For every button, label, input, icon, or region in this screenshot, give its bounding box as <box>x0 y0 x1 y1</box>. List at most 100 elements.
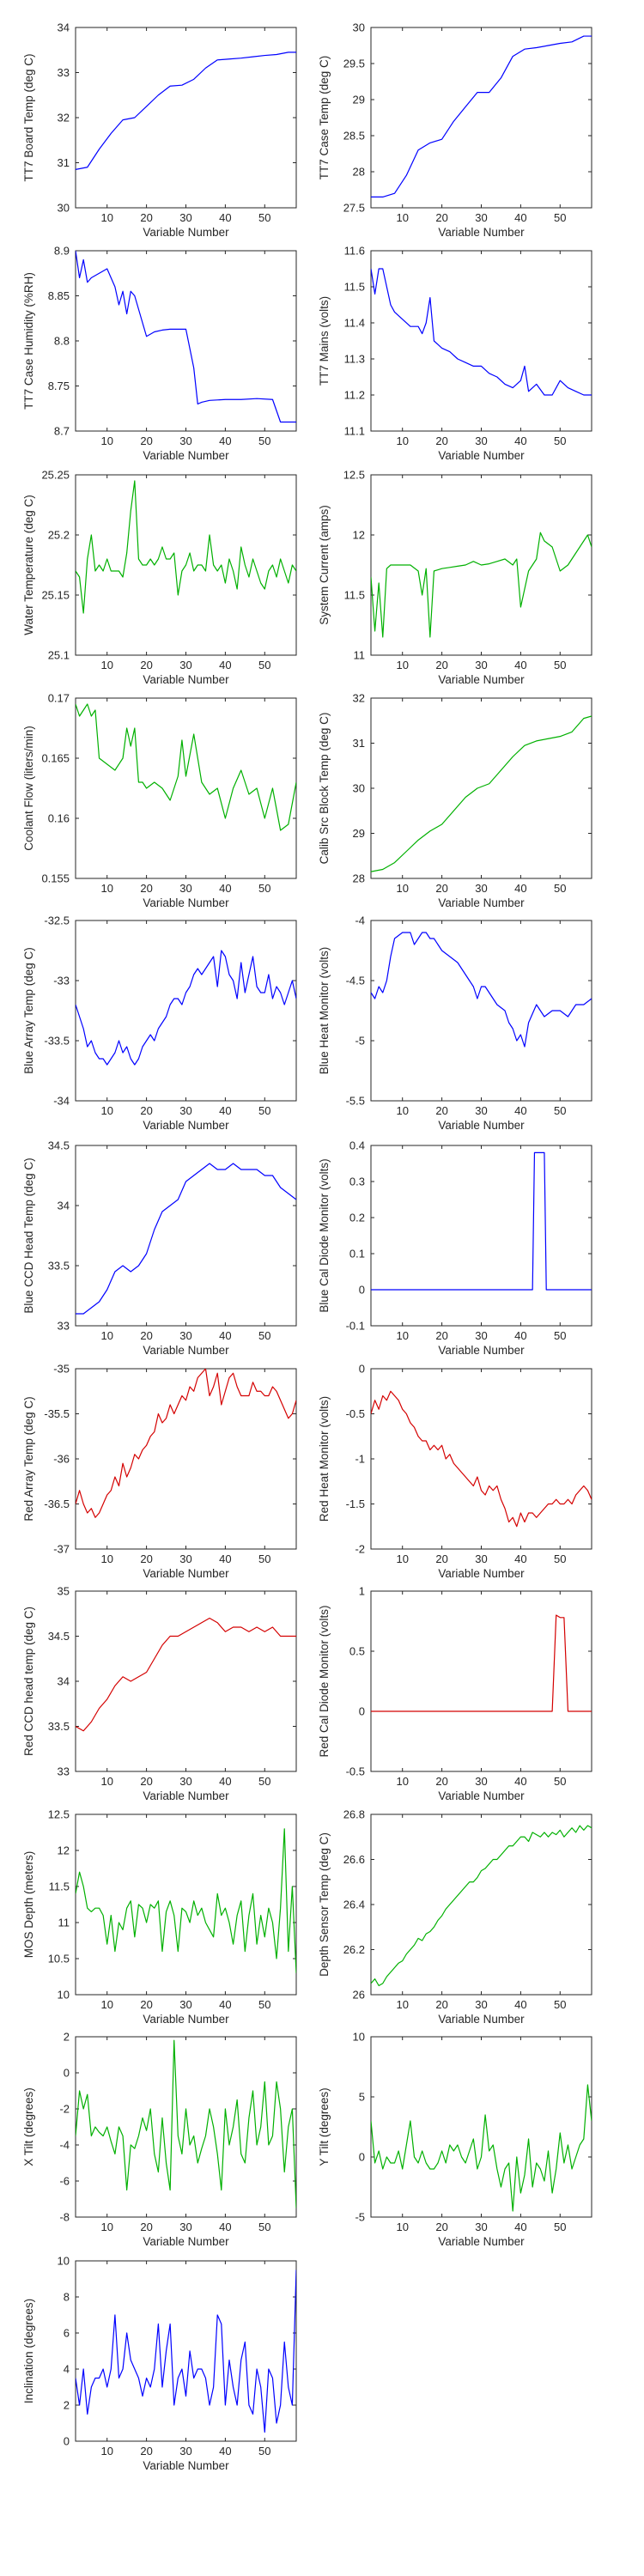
y-tick-label: 25.25 <box>41 469 70 482</box>
y-axis-label: TT7 Case Humidity (%RH) <box>22 272 35 410</box>
y-tick-label: -33.5 <box>44 1035 70 1048</box>
x-tick-label: 20 <box>435 659 447 671</box>
x-tick-label: 50 <box>554 1329 566 1342</box>
y-tick-label: 32 <box>353 692 365 705</box>
x-tick-label: 50 <box>258 2221 270 2233</box>
chart-panel-17: 10 20 30 40 50 10 10.5 11 11.5 12 12.5 Variable Num… <box>22 1808 297 2026</box>
x-tick-label: 40 <box>514 1775 526 1788</box>
y-tick-label: -36.5 <box>44 1498 70 1510</box>
x-tick-label: 50 <box>554 882 566 895</box>
series-line-1 <box>371 1614 592 1712</box>
x-tick-label: 40 <box>219 1998 231 2011</box>
y-axis-label: Inclination (degrees) <box>22 2299 35 2403</box>
y-tick-label: -2 <box>355 1543 365 1556</box>
y-tick-label: 33 <box>58 1765 70 1778</box>
y-tick-label: 10 <box>58 1989 70 2002</box>
x-tick-label: 30 <box>179 1998 191 2011</box>
y-tick-label: 0 <box>359 1284 365 1297</box>
y-axis-label: Blue Heat Monitor (volts) <box>318 947 331 1075</box>
x-tick-label: 20 <box>435 1775 447 1788</box>
y-tick-label: 5 <box>359 2091 365 2104</box>
x-axis-label: Variable Number <box>438 2235 525 2248</box>
x-axis-label: Variable Number <box>143 1119 229 1132</box>
x-tick-label: 50 <box>554 211 566 224</box>
x-tick-label: 30 <box>179 211 191 224</box>
x-tick-label: 10 <box>396 2221 408 2233</box>
y-tick-label: -33 <box>53 975 70 987</box>
x-axis-label: Variable Number <box>143 2459 229 2472</box>
y-tick-label: 29 <box>353 827 365 840</box>
plot-frame <box>370 2036 592 2218</box>
plot-frame <box>370 1590 592 1772</box>
y-tick-label: 1 <box>359 1585 365 1598</box>
chart-panel-4: 10 20 30 40 50 11.1 11.2 11.3 11.4 11.5 11.6 Variab… <box>318 245 592 462</box>
plot-frame <box>75 1814 297 1996</box>
y-tick-label: -4 <box>355 914 365 927</box>
x-tick-label: 10 <box>396 659 408 671</box>
x-axis-label: Variable Number <box>143 2235 229 2248</box>
x-tick-label: 10 <box>396 211 408 224</box>
x-tick-label: 40 <box>514 434 526 447</box>
y-tick-label: 8.9 <box>54 245 70 258</box>
x-tick-label: 10 <box>100 2445 112 2458</box>
y-tick-label: 0.155 <box>41 872 70 885</box>
y-tick-label: 8 <box>64 2291 70 2304</box>
x-tick-label: 50 <box>554 1998 566 2011</box>
series-line-1 <box>371 1825 592 1987</box>
x-tick-label: 30 <box>179 1104 191 1117</box>
y-axis-label: TT7 Board Temp (deg C) <box>22 53 35 181</box>
y-tick-label: -36 <box>53 1453 70 1466</box>
y-tick-label: -1.5 <box>346 1498 365 1510</box>
x-tick-label: 50 <box>554 659 566 671</box>
x-tick-label: 20 <box>140 211 152 224</box>
x-tick-label: 30 <box>475 659 487 671</box>
y-tick-label: 0 <box>359 1705 365 1718</box>
y-tick-label: 26 <box>353 1989 365 2002</box>
plot-frame <box>75 1590 297 1772</box>
x-tick-label: 40 <box>514 2221 526 2233</box>
chart-panel-10: 10 20 30 40 50 -5.5 -5 -4.5 -4 Variable Number Blu… <box>318 914 592 1132</box>
x-tick-label: 40 <box>219 1329 231 1342</box>
series-line-1 <box>76 251 296 423</box>
y-axis-label: System Current (amps) <box>318 505 331 625</box>
x-tick-label: 50 <box>258 659 270 671</box>
x-tick-label: 10 <box>396 1329 408 1342</box>
chart-panel-3: 10 20 30 40 50 8.7 8.75 8.8 8.85 8.9 Variable Numb… <box>22 245 297 462</box>
x-axis-label: Variable Number <box>438 673 525 686</box>
y-axis-label: Red Cal Diode Monitor (volts) <box>318 1605 331 1757</box>
x-tick-label: 30 <box>179 659 191 671</box>
chart-panel-19: 10 20 30 40 50 -8 -6 -4 -2 0 2 Variable Number X Til… <box>22 2031 297 2248</box>
y-tick-label: 29 <box>353 94 365 106</box>
x-tick-label: 20 <box>140 2445 152 2458</box>
x-axis-label: Variable Number <box>143 226 229 239</box>
x-tick-label: 40 <box>514 211 526 224</box>
x-tick-label: 10 <box>100 434 112 447</box>
x-tick-label: 30 <box>179 1329 191 1342</box>
x-tick-label: 50 <box>554 1104 566 1117</box>
x-axis-label: Variable Number <box>438 896 525 909</box>
y-axis-label: Calib Src Block Temp (deg C) <box>318 713 331 865</box>
x-tick-label: 50 <box>258 1775 270 1788</box>
x-tick-label: 30 <box>475 434 487 447</box>
y-tick-label: 8.8 <box>54 335 70 348</box>
x-axis-label: Variable Number <box>143 896 229 909</box>
x-tick-label: 50 <box>258 2445 270 2458</box>
x-tick-label: 40 <box>219 882 231 895</box>
x-tick-label: 50 <box>554 1775 566 1788</box>
y-tick-label: -4.5 <box>346 975 365 987</box>
y-tick-label: 11.5 <box>344 589 365 602</box>
y-tick-label: 0.4 <box>349 1139 365 1152</box>
x-tick-label: 10 <box>100 659 112 671</box>
y-tick-label: -37 <box>53 1543 70 1556</box>
x-tick-label: 50 <box>258 1329 270 1342</box>
plot-frame <box>370 250 592 432</box>
series-line-1 <box>76 1828 296 1973</box>
x-axis-label: Variable Number <box>438 1567 525 1580</box>
y-axis-label: MOS Depth (meters) <box>22 1851 35 1959</box>
y-axis-label: Red Array Temp (deg C) <box>22 1396 35 1521</box>
x-tick-label: 10 <box>100 2221 112 2233</box>
y-tick-label: 28.5 <box>343 130 365 143</box>
x-tick-label: 10 <box>100 1329 112 1342</box>
series-line-1 <box>371 715 592 872</box>
x-tick-label: 40 <box>514 1104 526 1117</box>
